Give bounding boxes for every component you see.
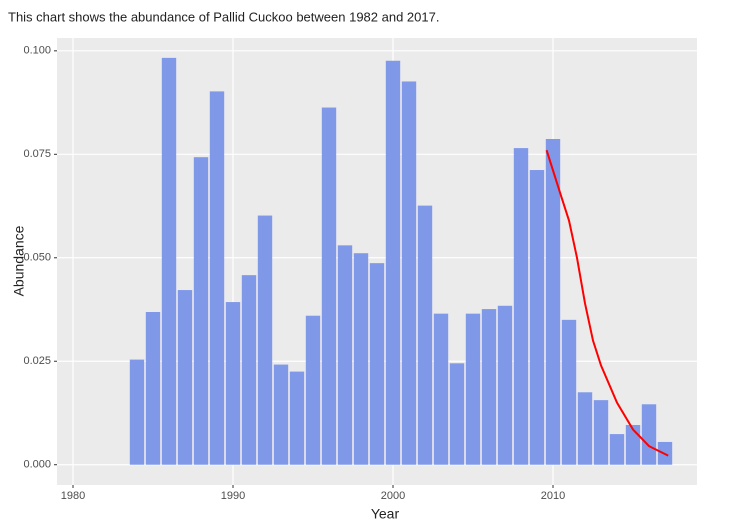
trend-line	[545, 149, 669, 457]
bar	[609, 434, 625, 465]
bar	[353, 253, 369, 465]
bar	[545, 138, 561, 465]
bar	[401, 81, 417, 465]
x-tick-label: 1980	[61, 490, 85, 502]
y-tick-label: 0.025	[23, 355, 51, 367]
x-tick-label: 2000	[381, 490, 405, 502]
bar	[417, 205, 433, 465]
bar	[497, 305, 513, 465]
x-tick-label: 1990	[221, 490, 245, 502]
chart-title: This chart shows the abundance of Pallid…	[8, 9, 439, 24]
bar	[369, 263, 385, 465]
bar	[193, 157, 209, 465]
y-tick-label: 0.100	[23, 45, 51, 57]
bar	[465, 313, 481, 465]
bar	[177, 290, 193, 465]
y-axis-title: Abundance	[11, 225, 27, 296]
y-tick-label: 0.000	[23, 459, 51, 471]
bar	[225, 302, 241, 465]
x-tick-label: 2010	[541, 490, 565, 502]
bar	[161, 57, 177, 465]
bar	[449, 363, 465, 465]
bar	[209, 91, 225, 465]
bar	[513, 148, 529, 465]
x-axis-title: Year	[371, 506, 400, 522]
bar	[529, 170, 545, 465]
bar	[241, 275, 257, 465]
bar	[577, 392, 593, 465]
y-tick-label: 0.075	[23, 148, 51, 160]
bar	[593, 400, 609, 465]
bar	[625, 424, 641, 465]
bar	[129, 359, 145, 465]
bar	[385, 60, 401, 465]
bar	[641, 404, 657, 465]
y-tick-label: 0.050	[23, 252, 51, 264]
bar	[273, 364, 289, 465]
bar	[305, 315, 321, 465]
bar	[257, 215, 273, 465]
bar	[145, 311, 161, 465]
bar	[561, 319, 577, 465]
bar	[433, 313, 449, 465]
bar	[481, 309, 497, 465]
bar	[321, 107, 337, 465]
bar	[289, 371, 305, 465]
bar	[337, 245, 353, 465]
